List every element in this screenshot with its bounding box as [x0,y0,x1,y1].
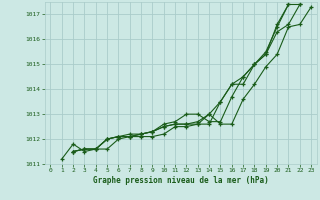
X-axis label: Graphe pression niveau de la mer (hPa): Graphe pression niveau de la mer (hPa) [93,176,269,185]
